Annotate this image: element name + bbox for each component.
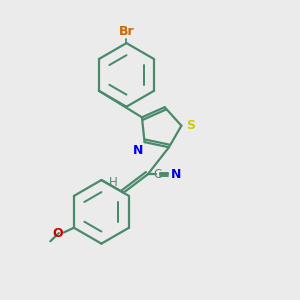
Text: Br: Br — [118, 25, 134, 38]
Text: N: N — [171, 168, 181, 181]
Text: O: O — [52, 226, 63, 239]
Text: C: C — [153, 168, 161, 181]
Text: S: S — [186, 119, 195, 132]
Text: H: H — [109, 176, 118, 189]
Text: N: N — [133, 145, 143, 158]
